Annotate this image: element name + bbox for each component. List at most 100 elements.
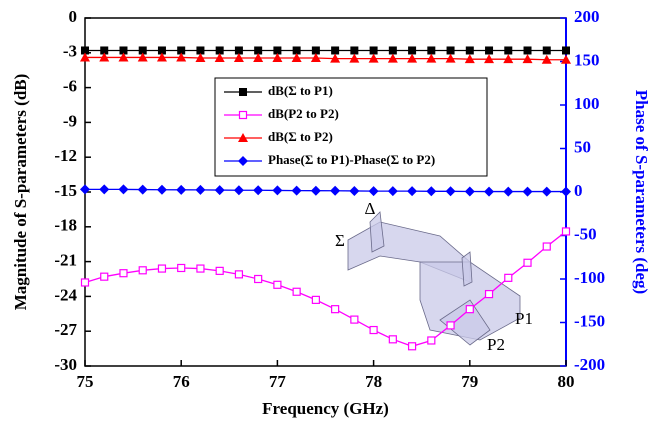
marker [101,273,108,280]
marker [409,343,416,350]
y2-tick-label: -100 [574,268,605,287]
y-tick-label: -6 [63,77,77,96]
marker [428,337,435,344]
x-tick-label: 75 [77,372,94,391]
x-tick-label: 78 [365,372,382,391]
marker [197,265,204,272]
marker [542,187,552,197]
marker [330,186,340,196]
x-tick-label: 76 [173,372,190,391]
marker [157,185,167,195]
marker [215,185,225,195]
marker [370,46,378,54]
marker [407,186,417,196]
y-tick-label: -18 [54,216,77,235]
structure-port [370,212,384,252]
y2-tick-label: -200 [574,355,605,374]
x-tick-label: 80 [558,372,575,391]
marker [195,185,205,195]
marker [178,264,185,271]
marker [505,274,512,281]
marker [562,46,570,54]
legend: dB(Σ to P1)dB(P2 to P2)dB(Σ to P2)Phase(… [215,78,487,176]
marker [216,267,223,274]
marker [446,186,456,196]
marker [388,186,398,196]
y-tick-label: -24 [54,285,77,304]
marker [524,46,532,54]
marker [253,185,263,195]
marker [240,112,247,119]
y2-tick-label: -150 [574,311,605,330]
marker [332,306,339,313]
inset-label: P2 [487,335,505,354]
y-tick-label: 0 [69,7,78,26]
y2-tick-label: 200 [574,7,600,26]
y-tick-label: -15 [54,181,77,200]
y2-tick-label: 100 [574,94,600,113]
marker [234,185,244,195]
y2-axis-label: Phase of S-parameters (deg) [632,90,651,294]
marker [272,185,282,195]
marker [486,291,493,298]
inset-label: Σ [335,231,345,250]
marker [543,243,550,250]
marker [370,327,377,334]
y2-tick-label: 150 [574,50,600,69]
y-tick-label: -27 [54,320,77,339]
y-tick-label: -30 [54,355,77,374]
inset-label: Δ [365,199,376,218]
y2-tick-label: -50 [574,224,597,243]
marker [447,322,454,329]
legend-label: dB(Σ to P2) [268,129,333,144]
inset-structure [348,212,520,345]
chart: 7576777879800-3-6-9-12-15-18-21-24-27-30… [0,0,656,426]
marker [524,259,531,266]
marker [484,187,494,197]
marker [504,46,512,54]
marker [292,186,302,196]
marker [523,187,533,197]
y-tick-label: -21 [54,251,77,270]
marker [80,184,90,194]
marker [351,316,358,323]
marker [369,186,379,196]
marker [255,276,262,283]
marker [274,281,281,288]
structure-post [462,252,472,286]
marker [139,267,146,274]
marker [389,336,396,343]
marker [158,265,165,272]
marker [485,46,493,54]
marker [118,184,128,194]
marker [99,184,109,194]
y-tick-label: -9 [63,111,77,130]
marker [408,46,416,54]
y-tick-label: -3 [63,42,77,61]
y-axis-label: Magnitude of S-parameters (dB) [11,74,30,311]
marker [563,228,570,235]
marker [239,88,247,96]
marker [350,46,358,54]
legend-label: dB(P2 to P2) [268,106,339,121]
marker [349,186,359,196]
marker [312,296,319,303]
legend-label: dB(Σ to P1) [268,83,333,98]
marker [120,270,127,277]
marker [543,46,551,54]
y2-tick-label: 0 [574,181,583,200]
marker [311,186,321,196]
marker [389,46,397,54]
marker [293,288,300,295]
x-axis-label: Frequency (GHz) [262,399,389,418]
marker [466,46,474,54]
marker [82,279,89,286]
marker [447,46,455,54]
marker [561,187,571,197]
marker [466,306,473,313]
series-line [85,57,566,59]
x-tick-label: 77 [269,372,287,391]
marker [503,187,513,197]
marker [465,186,475,196]
marker [427,46,435,54]
